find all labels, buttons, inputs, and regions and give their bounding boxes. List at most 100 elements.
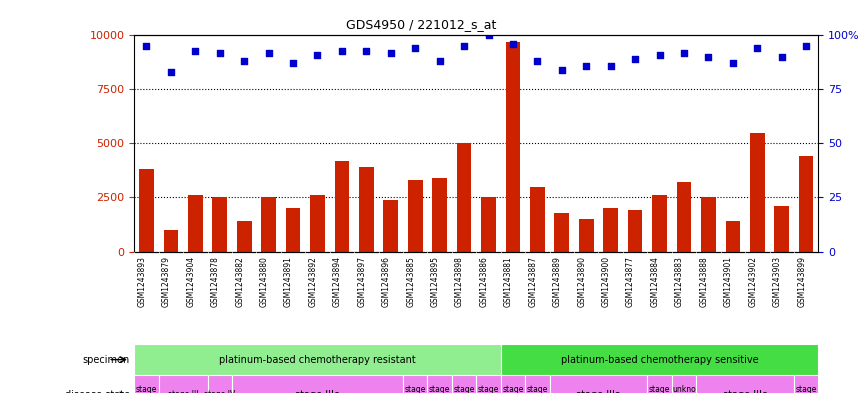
- Text: stage
IIb: stage IIb: [136, 385, 157, 393]
- Bar: [774, 206, 789, 252]
- Text: stage
IIb: stage IIb: [404, 385, 426, 393]
- Bar: [550, 375, 648, 393]
- Bar: [476, 375, 501, 393]
- Point: [213, 50, 227, 56]
- Text: GSM1243894: GSM1243894: [333, 256, 342, 307]
- Bar: [334, 161, 349, 252]
- Text: GSM1243903: GSM1243903: [772, 256, 782, 307]
- Bar: [652, 195, 667, 252]
- Text: platinum-based chemotherapy sensitive: platinum-based chemotherapy sensitive: [561, 354, 759, 365]
- Text: GDS4950 / 221012_s_at: GDS4950 / 221012_s_at: [346, 18, 497, 31]
- Text: stage
IIc: stage IIc: [429, 385, 450, 393]
- Bar: [794, 375, 818, 393]
- Point: [311, 51, 325, 58]
- Text: stage
III: stage III: [527, 385, 548, 393]
- Point: [628, 56, 642, 62]
- Bar: [212, 197, 227, 252]
- Point: [726, 60, 740, 66]
- Bar: [262, 197, 276, 252]
- Point: [555, 67, 569, 73]
- Point: [677, 50, 691, 56]
- Point: [262, 50, 275, 56]
- Text: stage IIIc: stage IIIc: [723, 390, 767, 393]
- Point: [408, 45, 422, 51]
- Point: [139, 43, 153, 49]
- Bar: [676, 182, 691, 252]
- Bar: [696, 375, 794, 393]
- Bar: [286, 208, 301, 252]
- Point: [189, 47, 203, 53]
- Bar: [456, 143, 471, 252]
- Text: GSM1243886: GSM1243886: [480, 256, 488, 307]
- Text: GSM1243902: GSM1243902: [748, 256, 757, 307]
- Bar: [554, 213, 569, 252]
- Text: stage III: stage III: [168, 391, 198, 393]
- Text: stage
IV: stage IV: [649, 385, 670, 393]
- Bar: [134, 375, 158, 393]
- Text: GSM1243890: GSM1243890: [578, 256, 586, 307]
- Bar: [359, 167, 373, 252]
- Point: [164, 69, 178, 75]
- Bar: [452, 375, 476, 393]
- Bar: [134, 344, 501, 375]
- Text: GSM1243895: GSM1243895: [430, 256, 440, 307]
- Point: [335, 47, 349, 53]
- Bar: [237, 221, 251, 252]
- Text: GSM1243889: GSM1243889: [553, 256, 562, 307]
- Bar: [208, 375, 232, 393]
- Point: [506, 41, 520, 47]
- Bar: [408, 180, 423, 252]
- Bar: [481, 197, 496, 252]
- Text: GSM1243887: GSM1243887: [528, 256, 538, 307]
- Point: [604, 62, 617, 69]
- Point: [433, 58, 447, 64]
- Text: GSM1243904: GSM1243904: [186, 256, 196, 307]
- Text: stage IIIc: stage IIIc: [295, 390, 339, 393]
- Text: GSM1243883: GSM1243883: [675, 256, 684, 307]
- Point: [457, 43, 471, 49]
- Text: disease state: disease state: [65, 390, 130, 393]
- Point: [384, 50, 397, 56]
- Text: GSM1243901: GSM1243901: [724, 256, 733, 307]
- Text: GSM1243879: GSM1243879: [162, 256, 171, 307]
- Bar: [139, 169, 154, 252]
- Point: [481, 32, 495, 39]
- Text: GSM1243881: GSM1243881: [504, 256, 513, 307]
- Bar: [432, 178, 447, 252]
- Point: [286, 60, 300, 66]
- Bar: [232, 375, 403, 393]
- Text: GSM1243897: GSM1243897: [358, 256, 366, 307]
- Bar: [578, 219, 593, 252]
- Point: [653, 51, 667, 58]
- Bar: [501, 344, 818, 375]
- Text: stage IIIa: stage IIIa: [576, 390, 621, 393]
- Bar: [310, 195, 325, 252]
- Text: GSM1243880: GSM1243880: [260, 256, 268, 307]
- Point: [750, 45, 764, 51]
- Bar: [506, 42, 520, 252]
- Point: [775, 54, 789, 60]
- Point: [237, 58, 251, 64]
- Text: GSM1243896: GSM1243896: [382, 256, 391, 307]
- Point: [799, 43, 813, 49]
- Text: stage IV: stage IV: [204, 391, 236, 393]
- Text: GSM1243877: GSM1243877: [626, 256, 635, 307]
- Text: GSM1243878: GSM1243878: [210, 256, 220, 307]
- Text: GSM1243891: GSM1243891: [284, 256, 293, 307]
- Bar: [384, 200, 398, 252]
- Bar: [604, 208, 618, 252]
- Text: GSM1243899: GSM1243899: [798, 256, 806, 307]
- Bar: [750, 132, 765, 252]
- Text: stage
IIb: stage IIb: [502, 385, 524, 393]
- Bar: [403, 375, 428, 393]
- Text: GSM1243888: GSM1243888: [700, 256, 708, 307]
- Text: stage
II: stage II: [454, 385, 475, 393]
- Text: GSM1243893: GSM1243893: [138, 256, 146, 307]
- Text: specimen: specimen: [82, 354, 130, 365]
- Point: [701, 54, 715, 60]
- Text: GSM1243900: GSM1243900: [602, 256, 611, 307]
- Text: stage
IIb: stage IIb: [796, 385, 817, 393]
- Bar: [726, 221, 740, 252]
- Point: [531, 58, 545, 64]
- Text: GSM1243884: GSM1243884: [650, 256, 660, 307]
